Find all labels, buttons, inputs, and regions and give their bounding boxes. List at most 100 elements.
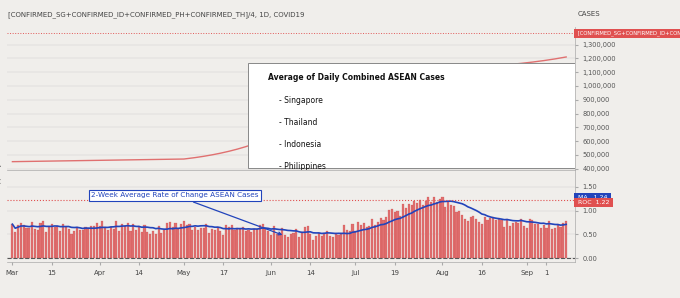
Bar bbox=[186, 225, 188, 258]
Bar bbox=[562, 223, 564, 258]
Text: Average of Daily Combined ASEAN Cases: Average of Daily Combined ASEAN Cases bbox=[268, 73, 445, 82]
Bar bbox=[126, 223, 129, 258]
Bar bbox=[82, 229, 84, 258]
Bar bbox=[174, 223, 177, 258]
Bar bbox=[545, 229, 547, 258]
Bar bbox=[256, 229, 258, 258]
Bar bbox=[160, 233, 163, 258]
Bar bbox=[324, 233, 326, 258]
Bar bbox=[79, 230, 81, 258]
Bar bbox=[396, 212, 398, 258]
Bar bbox=[34, 229, 36, 258]
Bar bbox=[464, 219, 466, 258]
Bar bbox=[483, 217, 486, 258]
Bar bbox=[284, 235, 286, 258]
Text: [CONFIRMED_SG+CONFIRMED_ID+CONFIRMED_PH+CONFIRMED_TH]/4, 1D, COVID19: [CONFIRMED_SG+CONFIRMED_ID+CONFIRMED_PH+… bbox=[8, 11, 305, 18]
Bar bbox=[332, 237, 334, 258]
Bar bbox=[188, 224, 190, 258]
Bar bbox=[340, 233, 342, 258]
Bar bbox=[503, 227, 505, 258]
Bar bbox=[456, 212, 458, 258]
Bar bbox=[250, 232, 252, 258]
Bar bbox=[290, 234, 292, 258]
Bar bbox=[531, 220, 534, 258]
Text: MA   1.24: MA 1.24 bbox=[576, 195, 609, 200]
Bar bbox=[222, 235, 224, 258]
Bar bbox=[273, 226, 275, 258]
Bar bbox=[177, 229, 180, 258]
Bar bbox=[565, 221, 567, 258]
Text: ROC: ROC bbox=[0, 179, 1, 185]
Text: CASES: CASES bbox=[578, 11, 600, 17]
Bar bbox=[191, 230, 193, 258]
Bar bbox=[470, 218, 472, 258]
Bar bbox=[90, 226, 92, 258]
Bar bbox=[113, 229, 115, 258]
Bar bbox=[352, 224, 354, 258]
Bar bbox=[155, 234, 157, 258]
Bar bbox=[349, 231, 351, 258]
Bar bbox=[506, 219, 508, 258]
Bar bbox=[231, 225, 233, 258]
Bar bbox=[73, 231, 75, 258]
Bar bbox=[329, 236, 331, 258]
Bar bbox=[433, 197, 435, 258]
Bar bbox=[430, 202, 432, 258]
Bar bbox=[262, 224, 264, 258]
Bar bbox=[37, 230, 39, 258]
Bar bbox=[216, 227, 219, 258]
Bar bbox=[118, 231, 120, 258]
Bar bbox=[394, 212, 396, 258]
Bar bbox=[473, 216, 475, 258]
Bar bbox=[169, 222, 171, 258]
Bar bbox=[183, 221, 185, 258]
Bar bbox=[107, 230, 109, 258]
Bar bbox=[149, 234, 151, 258]
Bar bbox=[248, 229, 250, 258]
Bar bbox=[307, 226, 309, 258]
Bar bbox=[278, 233, 281, 258]
Bar bbox=[369, 226, 371, 258]
Bar bbox=[458, 211, 460, 258]
Bar bbox=[65, 227, 67, 258]
Bar bbox=[408, 204, 410, 258]
Bar bbox=[25, 228, 27, 258]
Bar bbox=[346, 230, 348, 258]
Bar bbox=[236, 228, 239, 258]
Bar bbox=[76, 227, 78, 258]
Bar bbox=[143, 225, 146, 258]
Bar bbox=[225, 225, 227, 258]
Bar bbox=[312, 240, 314, 258]
Bar bbox=[520, 218, 522, 258]
Bar bbox=[557, 224, 559, 258]
Bar bbox=[275, 234, 277, 258]
Bar bbox=[405, 208, 407, 258]
Bar bbox=[357, 223, 359, 258]
Text: 2-Week Average Rate of Change ASEAN Cases: 2-Week Average Rate of Change ASEAN Case… bbox=[91, 192, 281, 235]
Bar bbox=[492, 217, 494, 258]
Bar bbox=[258, 225, 261, 258]
Bar bbox=[509, 226, 511, 258]
Bar bbox=[391, 209, 393, 258]
Bar bbox=[424, 201, 426, 258]
Bar bbox=[48, 227, 50, 258]
Bar bbox=[551, 229, 553, 258]
Bar bbox=[379, 218, 381, 258]
Bar bbox=[17, 225, 19, 258]
Bar bbox=[42, 221, 44, 258]
Bar bbox=[101, 221, 103, 258]
Bar bbox=[526, 228, 528, 258]
Bar bbox=[20, 223, 22, 258]
Bar bbox=[343, 225, 345, 258]
Bar bbox=[67, 229, 69, 258]
Bar bbox=[138, 226, 140, 258]
Bar bbox=[489, 218, 492, 258]
Bar bbox=[22, 226, 24, 258]
Bar bbox=[366, 227, 368, 258]
Bar bbox=[548, 221, 550, 258]
Text: - Philippines: - Philippines bbox=[279, 162, 326, 171]
Bar bbox=[146, 232, 148, 258]
Bar bbox=[208, 233, 210, 258]
Text: ROC  1.22: ROC 1.22 bbox=[576, 200, 611, 205]
Bar bbox=[320, 236, 323, 258]
